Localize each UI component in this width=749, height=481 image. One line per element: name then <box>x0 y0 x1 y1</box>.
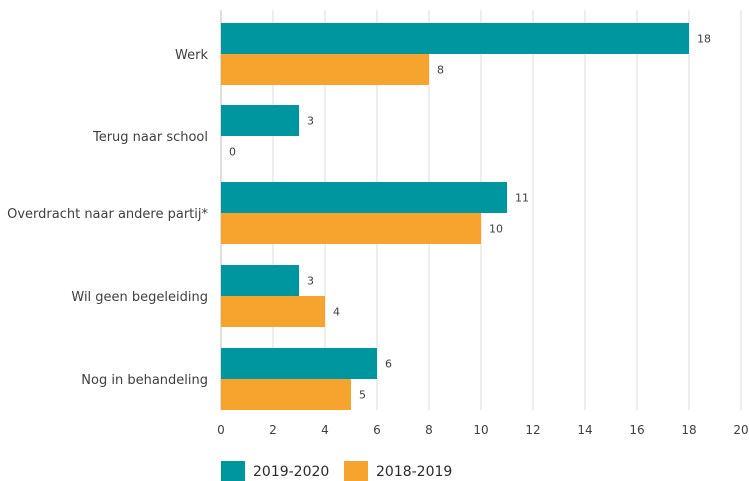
x-tick-label-10: 10 <box>473 423 488 437</box>
category-labels: Werk Terug naar school Overdracht naar and… <box>7 48 208 388</box>
data-label-2018-2019-nog-in-behandeling: 5 <box>359 389 366 402</box>
data-label-2019-2020-overdracht-naar-andere-partij: 11 <box>515 192 529 205</box>
legend: 2019-2020 2018-2019 <box>221 461 452 481</box>
x-tick-label-0: 0 <box>217 423 225 437</box>
data-labels: 18 8 3 0 11 10 3 4 6 5 <box>229 33 711 402</box>
legend-label-2018-2019: 2018-2019 <box>376 464 452 480</box>
x-tick-label-6: 6 <box>373 423 381 437</box>
bar-2019-2020-terug-naar-school <box>221 105 299 136</box>
data-label-2018-2019-overdracht-naar-andere-partij: 10 <box>489 223 503 236</box>
bar-2018-2019-nog-in-behandeling <box>221 379 351 410</box>
bar-2018-2019-wil-geen-begeleiding <box>221 296 325 327</box>
x-tick-label-12: 12 <box>525 423 540 437</box>
data-label-2019-2020-nog-in-behandeling: 6 <box>385 358 392 371</box>
x-tick-label-20: 20 <box>733 423 748 437</box>
data-label-2018-2019-wil-geen-begeleiding: 4 <box>333 306 340 319</box>
data-label-2019-2020-wil-geen-begeleiding: 3 <box>307 275 314 288</box>
category-label-werk: Werk <box>175 48 208 63</box>
bars <box>221 23 689 410</box>
x-axis-tick-labels: 0 2 4 6 8 10 12 14 16 18 20 <box>217 423 748 437</box>
x-tick-label-14: 14 <box>577 423 592 437</box>
legend-swatch-2018-2019 <box>344 461 368 481</box>
category-label-wil-geen-begeleiding: Wil geen begeleiding <box>71 290 208 305</box>
bar-2018-2019-werk <box>221 54 429 85</box>
data-label-2018-2019-werk: 8 <box>437 64 444 77</box>
bar-2019-2020-werk <box>221 23 689 54</box>
data-label-2019-2020-werk: 18 <box>697 33 711 46</box>
x-tick-label-16: 16 <box>629 423 644 437</box>
bar-2019-2020-nog-in-behandeling <box>221 348 377 379</box>
x-tick-label-2: 2 <box>269 423 277 437</box>
category-label-overdracht-naar-andere-partij: Overdracht naar andere partij* <box>7 207 208 222</box>
bar-2019-2020-wil-geen-begeleiding <box>221 265 299 296</box>
category-label-nog-in-behandeling: Nog in behandeling <box>81 373 208 388</box>
legend-swatch-2019-2020 <box>221 461 245 481</box>
x-tick-label-8: 8 <box>425 423 433 437</box>
data-label-2019-2020-terug-naar-school: 3 <box>307 115 314 128</box>
bar-2019-2020-overdracht-naar-andere-partij <box>221 182 507 213</box>
x-tick-label-4: 4 <box>321 423 329 437</box>
data-label-2018-2019-terug-naar-school: 0 <box>229 146 236 159</box>
bar-2018-2019-overdracht-naar-andere-partij <box>221 213 481 244</box>
x-tick-label-18: 18 <box>681 423 696 437</box>
legend-label-2019-2020: 2019-2020 <box>253 464 329 480</box>
category-label-terug-naar-school: Terug naar school <box>92 130 208 145</box>
